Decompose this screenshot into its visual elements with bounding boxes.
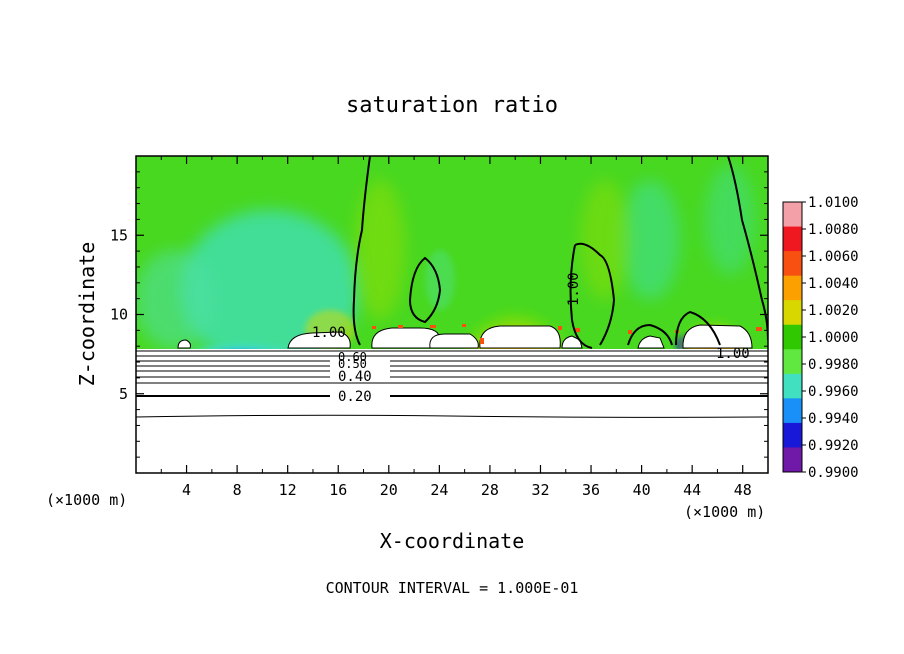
contour-label: 0.50 (338, 357, 367, 371)
colorbar-tick-label: 1.0080 (808, 222, 859, 238)
saturation-field (136, 156, 768, 349)
colorbar-segment (783, 422, 802, 448)
contour-labels: 1.00 0.60 0.50 0.40 0.20 1.00 1.00 (312, 272, 750, 405)
colorbar: 1.0100 1.0080 1.0060 1.0040 1.0020 1.0000 0.99… (782, 195, 859, 481)
colorbar-segment (783, 324, 802, 350)
x-tick-label: 16 (329, 481, 347, 499)
y-tick-label: 15 (110, 226, 128, 244)
x-tick-label: 48 (734, 481, 752, 499)
colorbar-tick-label: 1.0060 (808, 249, 859, 265)
y-tick-label: 5 (119, 385, 128, 403)
x-tick-label: 32 (531, 481, 549, 499)
contour-label: 1.00 (566, 272, 582, 306)
contour-label: 1.00 (716, 346, 750, 362)
x-tick-label: 4 (182, 481, 191, 499)
colorbar-segment (783, 226, 802, 252)
colorbar-tick-label: 0.9920 (808, 438, 859, 454)
colorbar-tick-label: 0.9960 (808, 384, 859, 400)
contour-label: 1.00 (312, 325, 346, 341)
x-axis-label: X-coordinate (380, 529, 525, 553)
x-tick-label: 28 (481, 481, 499, 499)
colorbar-segment (783, 349, 802, 375)
contour-lines (352, 156, 768, 349)
colorbar-segment (783, 300, 802, 326)
x-axis-ticks: 4 8 12 16 20 24 28 32 36 40 44 48 (160, 156, 752, 499)
colorbar-segment (783, 275, 802, 301)
contour-label: 0.40 (338, 369, 372, 385)
chart-title: saturation ratio (346, 93, 558, 118)
colorbar-tick-label: 0.9980 (808, 357, 859, 373)
x-tick-label: 44 (683, 481, 701, 499)
colorbar-tick-label: 1.0000 (808, 330, 859, 346)
y-axis-label: Z-coordinate (75, 242, 99, 387)
y-tick-label: 10 (110, 306, 128, 324)
x-tick-label: 40 (633, 481, 651, 499)
colorbar-tick-label: 0.9940 (808, 411, 859, 427)
colorbar-segment (783, 251, 802, 277)
colorbar-segment (783, 398, 802, 424)
y-axis-ticks: 5 10 15 (110, 171, 768, 458)
x-tick-label: 20 (380, 481, 398, 499)
plot-area: 1.00 0.60 0.50 0.40 0.20 1.00 1.00 (136, 156, 768, 473)
cloud-regions (177, 324, 753, 349)
x-tick-label: 12 (279, 481, 297, 499)
colorbar-segment (783, 202, 802, 228)
x-unit-left: (×1000 m) (46, 491, 127, 509)
colorbar-segment (783, 447, 802, 473)
colorbar-tick-label: 0.9900 (808, 465, 859, 481)
x-tick-label: 36 (582, 481, 600, 499)
colorbar-tick-label: 1.0040 (808, 276, 859, 292)
x-unit-right: (×1000 m) (684, 503, 765, 521)
colorbar-segment (783, 373, 802, 399)
colorbar-tick-label: 1.0100 (808, 195, 859, 211)
contour-interval-note: CONTOUR INTERVAL = 1.000E-01 (326, 579, 579, 597)
horizontal-contours (136, 350, 768, 418)
colorbar-tick-label: 1.0020 (808, 303, 859, 319)
contour-label: 0.60 (338, 350, 367, 364)
x-tick-label: 24 (430, 481, 448, 499)
x-tick-label: 8 (233, 481, 242, 499)
contour-label: 0.20 (338, 389, 372, 405)
